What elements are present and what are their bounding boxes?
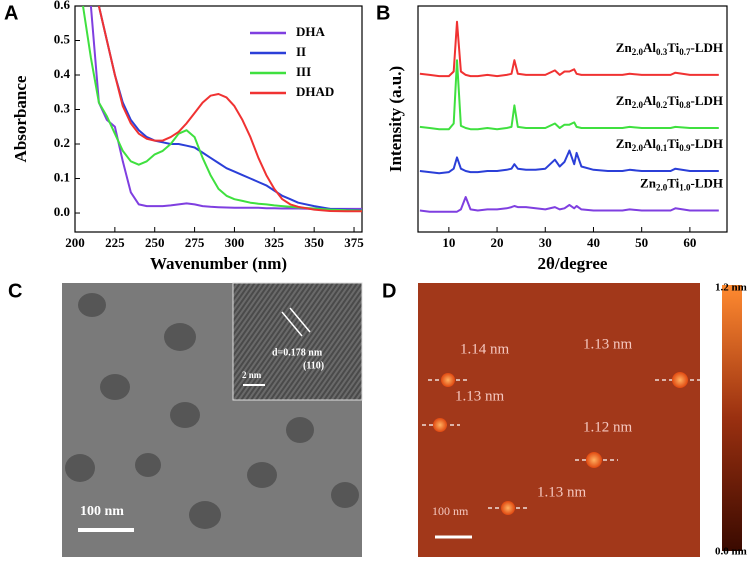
lattice-spacing: d=0.178 nm (272, 347, 323, 358)
y-axis-title: Intensity (a.u.) (386, 66, 405, 172)
x-tick-label: 50 (635, 235, 648, 250)
plot-area (419, 20, 719, 213)
panel-label: A (4, 2, 18, 24)
x-tick-label: 250 (145, 235, 165, 250)
series-label: Zn2.0Ti1.0-LDH (640, 176, 723, 193)
series-label: Zn2.0Al0.3Ti0.7-LDH (616, 40, 723, 57)
legend-label: II (296, 44, 306, 59)
x-tick-label: 10 (442, 235, 455, 250)
x-tick-label: 300 (225, 235, 245, 250)
y-tick-label: 0.4 (54, 66, 71, 81)
height-label: 1.12 nm (583, 419, 633, 435)
legend-label: DHA (296, 24, 326, 39)
y-tick-label: 0.3 (54, 100, 71, 115)
lattice-plane: (110) (303, 360, 324, 371)
x-axis-title: Wavenumber (nm) (150, 254, 287, 273)
x-tick-label: 325 (265, 235, 285, 250)
x-tick-label: 20 (491, 235, 504, 250)
series-label: Zn2.0Al0.2Ti0.8-LDH (616, 93, 723, 110)
tem-image (62, 282, 363, 557)
height-label: 1.13 nm (537, 484, 587, 500)
colorbar-min: 0.0 nm (715, 546, 747, 558)
series-line (82, 6, 362, 212)
series-line (419, 59, 719, 131)
legend-label: III (296, 64, 311, 79)
x-tick-label: 375 (344, 235, 364, 250)
x-tick-label: 40 (587, 235, 600, 250)
plot-frame (74, 5, 363, 233)
series-line (419, 20, 719, 78)
height-label: 1.14 nm (460, 341, 510, 357)
x-tick-label: 350 (304, 235, 324, 250)
x-tick-label: 30 (539, 235, 552, 250)
x-tick-label: 60 (683, 235, 696, 250)
plot-frame (417, 5, 728, 233)
y-tick-label: 0.5 (54, 31, 71, 46)
panel-label: D (382, 280, 396, 302)
height-label: 1.13 nm (455, 388, 505, 404)
series-label: Zn2.0Al0.1Ti0.9-LDH (616, 136, 723, 153)
inset-scale-label: 2 nm (242, 370, 262, 380)
series-line (97, 6, 362, 213)
x-tick-label: 275 (185, 235, 205, 250)
x-axis-title: 2θ/degree (538, 254, 608, 273)
panel-label: C (8, 280, 22, 302)
series-line (97, 6, 362, 212)
y-axis-title: Absorbance (11, 75, 30, 162)
x-tick-label: 225 (105, 235, 125, 250)
y-tick-label: 0.1 (54, 170, 70, 185)
series-line (419, 149, 719, 175)
scale-label: 100 nm (80, 504, 124, 519)
afm-image (418, 283, 742, 557)
series-line (89, 6, 362, 210)
y-tick-label: 0.6 (54, 0, 71, 12)
scale-label: 100 nm (432, 504, 469, 518)
panel-label: B (376, 2, 390, 24)
y-tick-label: 0.0 (54, 204, 70, 219)
plot-area (82, 6, 362, 213)
y-tick-label: 0.2 (54, 135, 70, 150)
legend-label: DHAD (296, 84, 334, 99)
x-tick-label: 200 (65, 235, 85, 250)
colorbar-max: 1.2 nm (715, 282, 747, 294)
height-label: 1.13 nm (583, 336, 633, 352)
series-line (419, 196, 719, 213)
